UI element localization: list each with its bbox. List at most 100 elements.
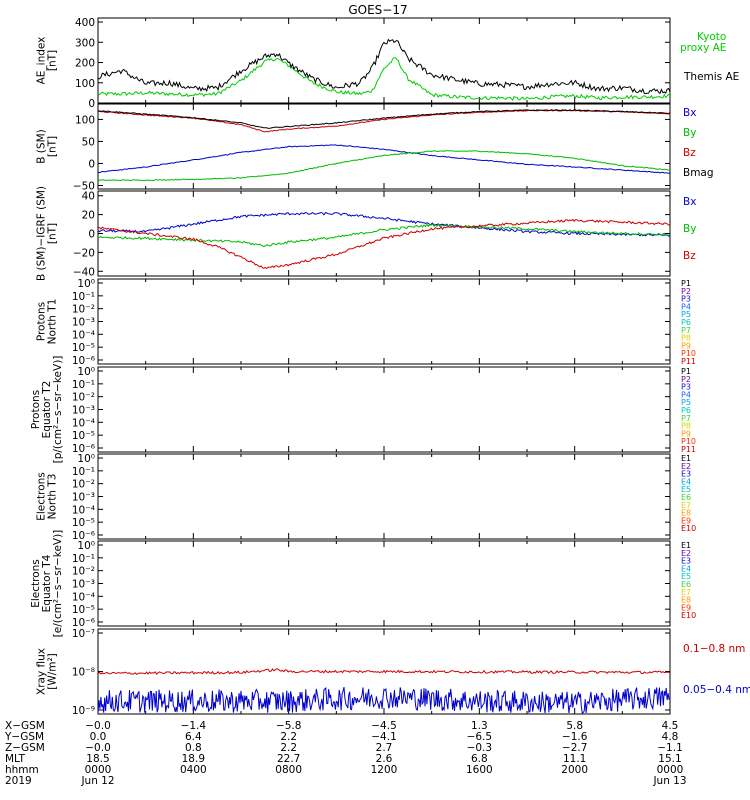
footer-value: Jun 12 [80,775,114,787]
legend-label: Bz [683,250,696,262]
y-tick-label: 20 [82,210,95,222]
series-line-bmag [97,109,671,129]
channel-legend-label: P5 [681,398,691,407]
y-tick-label: −50 [73,180,95,192]
channel-legend-label: P1 [681,279,691,288]
y-tick-label: 0 [88,158,95,170]
y-tick-label: 400 [75,17,95,29]
footer-value: 2.2 [280,731,297,743]
channel-legend-label: E10 [681,524,696,533]
footer-value: 1.3 [471,720,488,732]
legend-label: Bx [683,196,696,208]
y-axis-title: Protons [30,390,42,429]
channel-legend-label: P10 [681,437,696,446]
channel-legend-label: E3 [681,557,691,566]
channel-legend-label: P7 [681,414,691,423]
channel-legend-label: E4 [681,477,691,486]
channel-legend-label: E8 [681,509,691,518]
channel-legend-label: P3 [681,295,691,304]
y-tick-label: 10⁻⁴ [72,417,95,429]
y-tick-label: 10⁻¹ [72,291,95,303]
footer-value: −1.1 [657,742,683,754]
channel-legend-label: P1 [681,367,691,376]
channel-legend-label: E8 [681,596,691,605]
footer-value: 22.7 [277,753,300,765]
channel-legend-label: P9 [681,341,691,350]
channel-legend-label: E2 [681,549,691,558]
y-tick-label: −40 [73,266,95,278]
y-tick-label: 40 [82,191,95,203]
footer-value: −1.4 [181,720,207,732]
y-tick-label: 10⁻³ [72,492,95,504]
y-axis-title: Xray flux [36,648,48,695]
channel-legend-label: E5 [681,485,691,494]
footer-value: 5.8 [566,720,583,732]
y-tick-label: 10⁰ [77,453,95,465]
panel-frame-pn [97,278,671,365]
footer-value: 11.1 [563,753,586,765]
footer-value: −4.5 [371,720,397,732]
series-line-by [97,223,671,248]
y-tick-label: 10⁻⁵ [72,342,95,354]
footer-value: 0000 [85,764,112,776]
channel-legend-label: P7 [681,326,691,335]
channel-legend-label: P6 [681,406,691,415]
y-tick-label: 10⁻⁶ [72,443,95,455]
y-axis-title: North T3 [47,474,59,520]
footer-row-label: X−GSM [5,720,45,732]
y-tick-label: 10⁻⁴ [72,504,95,516]
panel-bigrf: 40 20 0 −20 −40 B (SM)−IGRF (SM) [nT] Bx By Bz [36,186,697,281]
y-tick-label: 50 [82,136,95,148]
channel-legend-label: E1 [681,454,691,463]
channel-legend-label: P4 [681,390,691,399]
footer-value: 4.8 [662,731,679,743]
footer-value: 15.1 [658,753,681,765]
channel-legend-label: E10 [681,611,696,620]
y-tick-label: 10⁻⁶ [72,530,95,542]
panel-frame-pe [97,366,671,453]
channel-legend-label: P11 [681,357,696,366]
legend-label: Bz [683,147,696,159]
y-axis-title: North T1 [47,299,59,345]
y-tick-label: 0 [88,229,95,241]
footer-value: −4.1 [371,731,397,743]
footer-value: 0000 [657,764,684,776]
panel-frame-ee [97,540,671,627]
y-tick-label: 10⁻² [72,304,95,316]
plot-title: GOES−17 [348,3,407,17]
footer-value: 2.6 [376,753,393,765]
legend-label: Bx [683,107,696,119]
panel-frame-bigrf [97,190,671,277]
channel-legend-label: P4 [681,302,691,311]
y-tick-label: 300 [75,37,95,49]
y-tick-label: 10⁻⁴ [72,329,95,341]
footer-value: −6.5 [467,731,493,743]
y-axis-title: [nT] [47,223,59,244]
series-line-kyoto-proxy-ae [97,56,671,101]
y-axis-title: B (SM) [36,129,48,163]
footer-value: 1600 [466,764,493,776]
series-line-0-1-0-8-nm [97,668,671,676]
y-tick-label: 10⁻³ [72,579,95,591]
footer-value: 2.2 [280,742,297,754]
y-axis-title: [nT] [47,136,59,157]
footer-row-label: Y−GSM [4,731,44,743]
y-tick-label: 10⁻³ [72,405,95,417]
y-axis-title: [p/(cm²−s−sr−keV)] [52,356,64,464]
y-tick-label: 10⁻² [72,566,95,578]
series-line-by [97,150,670,182]
channel-legend-label: E7 [681,588,691,597]
y-axis-title: Electrons [36,472,48,521]
footer-value: 2000 [561,764,588,776]
series-line-bz [97,218,671,270]
y-tick-label: 100 [75,78,95,90]
legend-label: 0.05−0.4 nm [683,684,750,696]
footer-value: Jun 13 [652,775,686,787]
panel-xray: 10⁻⁷ 10⁻⁸ 10⁻⁹ Xray flux [W/m²] 0.1−0.8 nm 0.0… [36,628,750,717]
y-tick-label: 10⁻⁹ [72,705,95,717]
y-axis-title: Protons [36,302,48,341]
